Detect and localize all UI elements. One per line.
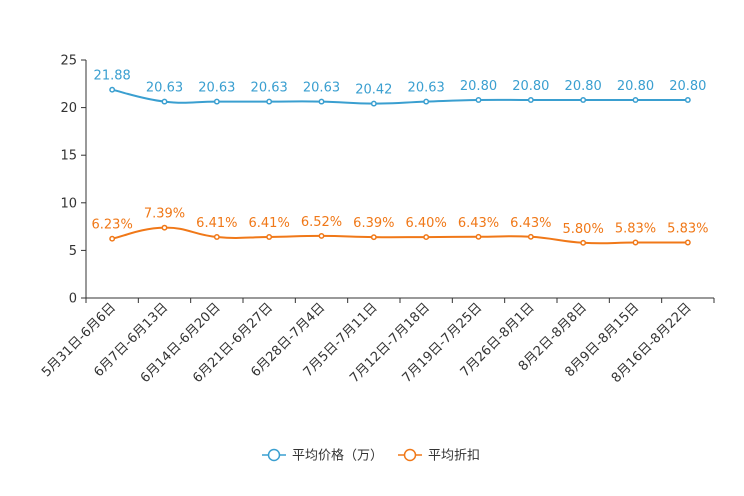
data-label: 21.88 [94,69,131,84]
data-label: 20.63 [303,81,340,96]
chart-series: 21.88 20.63 20.63 20.63 20.63 20.42 20.63 20.80… [92,69,708,246]
data-point [213,98,220,105]
series-average-discount: 6.23% 7.39% 6.41% 6.41% 6.52% 6.39% 6.40% 6.43%… [92,207,708,246]
data-label: 20.80 [460,79,497,94]
data-label: 20.80 [617,79,654,94]
legend-item-average-price[interactable]: 平均价格（万） [262,448,383,464]
data-point [632,97,639,103]
data-point [423,234,430,241]
data-point [161,98,168,105]
data-point [318,232,325,239]
data-label: 6.39% [353,216,394,231]
data-point [475,97,482,103]
legend-marker-icon [403,448,417,462]
data-label: 20.63 [146,81,183,96]
data-label: 6.41% [196,216,237,231]
data-point [109,235,116,242]
legend-label: 平均价格（万） [292,448,383,464]
data-point [684,239,691,246]
data-label: 5.83% [667,221,708,236]
data-point [161,224,168,231]
y-tick-label: 20 [60,101,77,116]
chart-legend[interactable]: 平均价格（万） 平均折扣 [262,448,480,464]
y-tick-label: 15 [60,149,77,164]
data-point [318,98,325,105]
data-point [527,233,534,240]
data-label: 20.80 [565,79,602,94]
data-label: 5.83% [615,221,656,236]
series-line [111,88,688,105]
data-label: 20.63 [408,81,445,96]
data-point [475,233,482,240]
data-label: 20.42 [355,83,392,98]
data-label: 6.43% [458,216,499,231]
data-point [370,100,377,107]
data-point [109,86,116,93]
data-point [423,98,430,105]
data-label: 6.52% [301,215,342,230]
data-label: 20.63 [251,81,288,96]
data-label: 20.80 [512,79,549,94]
data-label: 6.23% [92,218,133,233]
data-point [580,239,587,246]
data-point [370,234,377,241]
data-point [266,234,273,240]
data-point [527,97,534,103]
data-point [684,97,691,103]
data-label: 20.63 [198,81,235,96]
series-line [111,226,688,245]
y-tick-label: 5 [69,244,77,259]
y-tick-label: 10 [60,196,77,211]
legend-marker-icon [267,448,281,462]
data-label: 6.43% [510,216,551,231]
data-label: 7.39% [144,207,185,222]
data-label: 5.80% [563,222,604,237]
data-label: 6.40% [406,216,447,231]
data-point [580,97,587,103]
y-tick-label: 0 [69,292,77,307]
legend-label: 平均折扣 [428,449,480,464]
data-point [266,98,273,105]
series-average-price: 21.88 20.63 20.63 20.63 20.63 20.42 20.63 20.80… [94,69,706,107]
data-label: 6.41% [249,216,290,231]
data-point [632,239,639,246]
data-point [213,234,220,240]
y-tick-label: 25 [60,54,77,69]
legend-item-average-discount[interactable]: 平均折扣 [398,449,480,464]
data-label: 20.80 [669,79,706,94]
